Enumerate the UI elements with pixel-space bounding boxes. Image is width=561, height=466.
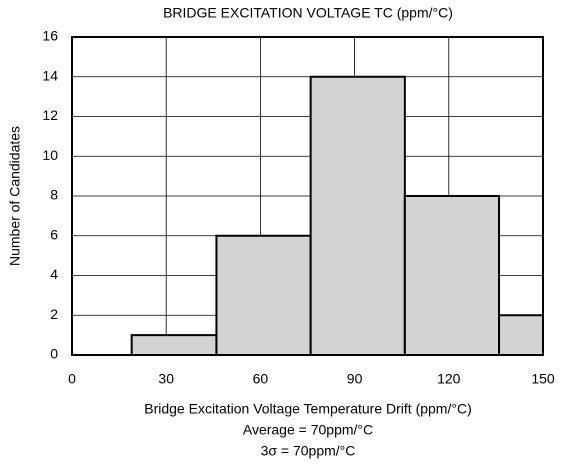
plot-frame — [71, 36, 544, 356]
bar — [309, 75, 406, 356]
bar — [498, 314, 545, 356]
bar — [403, 195, 501, 356]
y-tick-label: 16 — [42, 28, 58, 44]
y-tick-label: 10 — [42, 147, 58, 163]
annotation: Average = 70ppm/°C — [243, 422, 373, 438]
x-tick-label: 90 — [347, 371, 363, 387]
x-tick-label: 60 — [253, 371, 269, 387]
chart-title: BRIDGE EXCITATION VOLTAGE TC (ppm/°C) — [163, 5, 453, 21]
annotation: 3σ = 70ppm/°C — [261, 443, 356, 459]
x-axis-label: Bridge Excitation Voltage Temperature Dr… — [144, 401, 471, 417]
y-tick-label: 0 — [50, 346, 58, 362]
x-tick-label: 30 — [158, 371, 174, 387]
bar — [130, 334, 218, 356]
y-tick-label: 6 — [50, 226, 58, 242]
x-tick-label: 150 — [531, 371, 555, 387]
x-tick-label: 0 — [68, 371, 76, 387]
y-tick-label: 12 — [42, 107, 58, 123]
y-tick-label: 14 — [42, 67, 58, 83]
y-tick-label: 4 — [50, 266, 58, 282]
x-tick-label: 120 — [437, 371, 461, 387]
y-axis-label: Number of Candidates — [7, 126, 23, 266]
y-tick-label: 8 — [50, 187, 58, 203]
y-tick-label: 2 — [50, 306, 58, 322]
bar — [215, 234, 312, 356]
